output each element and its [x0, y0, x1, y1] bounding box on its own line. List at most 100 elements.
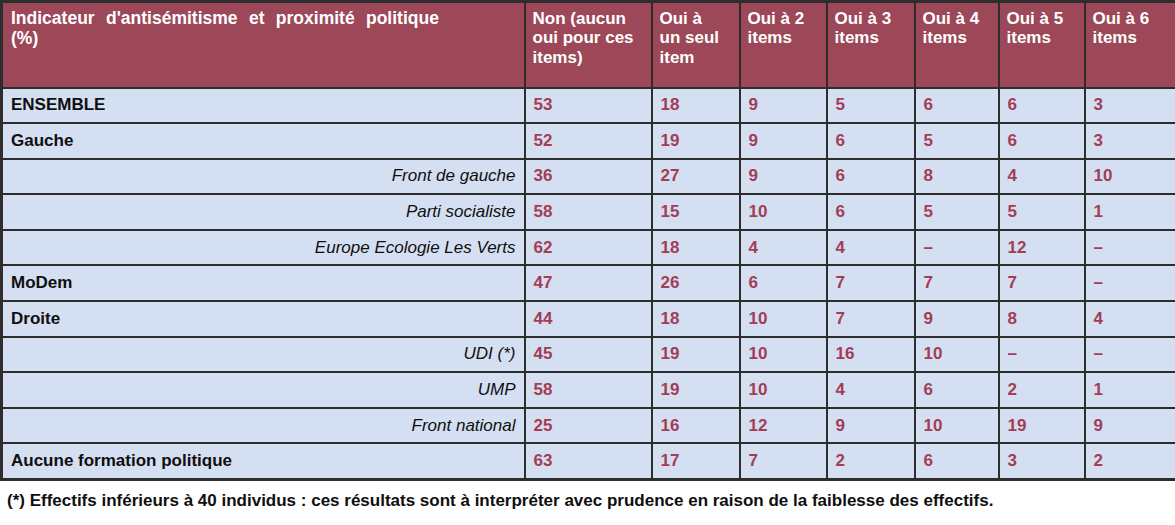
value-cell: 6 [915, 88, 999, 124]
value-cell: 16 [827, 337, 915, 373]
table-row: Front national251612910199 [2, 408, 1175, 444]
value-cell: 5 [915, 123, 999, 159]
row-label: Droite [2, 301, 525, 337]
value-cell: 10 [740, 337, 827, 373]
value-cell: 62 [525, 230, 652, 266]
value-cell: 10 [740, 372, 827, 408]
value-cell: 7 [740, 443, 827, 479]
value-cell: 5 [999, 194, 1085, 230]
row-label: Gauche [2, 123, 525, 159]
value-cell: 5 [827, 88, 915, 124]
value-cell: 6 [740, 265, 827, 301]
value-cell: 10 [915, 408, 999, 444]
value-cell: 6 [999, 88, 1085, 124]
table-row: Europe Ecologie Les Verts621844–12– [2, 230, 1175, 266]
value-cell: 9 [740, 123, 827, 159]
value-cell: – [1085, 265, 1175, 301]
header-row: Indicateur d'antisémitisme et proximité … [2, 2, 1175, 88]
value-cell: 26 [652, 265, 740, 301]
value-cell: 27 [652, 159, 740, 195]
value-cell: 7 [827, 301, 915, 337]
header-col-oui-1: Oui à un seul item [652, 2, 740, 88]
header-col-oui-6: Oui à 6 items [1085, 2, 1175, 88]
value-cell: 6 [827, 123, 915, 159]
header-col-oui-2: Oui à 2 items [740, 2, 827, 88]
value-cell: 9 [740, 88, 827, 124]
value-cell: 3 [999, 443, 1085, 479]
value-cell: 9 [827, 408, 915, 444]
table-row: Droite4418107984 [2, 301, 1175, 337]
table-row: MoDem47266777– [2, 265, 1175, 301]
value-cell: 2 [1085, 443, 1175, 479]
value-cell: – [999, 337, 1085, 373]
value-cell: 9 [1085, 408, 1175, 444]
value-cell: 4 [827, 230, 915, 266]
value-cell: 3 [1085, 88, 1175, 124]
value-cell: 52 [525, 123, 652, 159]
table-row: UMP5819104621 [2, 372, 1175, 408]
table-row: ENSEMBLE531895663 [2, 88, 1175, 124]
value-cell: 10 [1085, 159, 1175, 195]
value-cell: 18 [652, 88, 740, 124]
value-cell: 6 [915, 372, 999, 408]
table-row: Parti socialiste5815106551 [2, 194, 1175, 230]
value-cell: 6 [827, 194, 915, 230]
value-cell: 12 [740, 408, 827, 444]
value-cell: 1 [1085, 372, 1175, 408]
value-cell: 19 [999, 408, 1085, 444]
value-cell: 6 [915, 443, 999, 479]
header-col-oui-4: Oui à 4 items [915, 2, 999, 88]
value-cell: 47 [525, 265, 652, 301]
value-cell: 8 [999, 301, 1085, 337]
value-cell: – [1085, 230, 1175, 266]
value-cell: 19 [652, 372, 740, 408]
value-cell: 53 [525, 88, 652, 124]
value-cell: 7 [827, 265, 915, 301]
value-cell: 44 [525, 301, 652, 337]
value-cell: 58 [525, 372, 652, 408]
row-label: Front de gauche [2, 159, 525, 195]
value-cell: 2 [827, 443, 915, 479]
value-cell: 4 [827, 372, 915, 408]
value-cell: 6 [827, 159, 915, 195]
value-cell: 18 [652, 230, 740, 266]
value-cell: 25 [525, 408, 652, 444]
value-cell: 16 [652, 408, 740, 444]
table-header: Indicateur d'antisémitisme et proximité … [2, 2, 1175, 88]
footnote: (*) Effectifs inférieurs à 40 individus … [0, 491, 1175, 511]
value-cell: 3 [1085, 123, 1175, 159]
value-cell: 6 [999, 123, 1085, 159]
row-label: UMP [2, 372, 525, 408]
value-cell: – [915, 230, 999, 266]
table-row: Gauche521996563 [2, 123, 1175, 159]
value-cell: 2 [999, 372, 1085, 408]
value-cell: 58 [525, 194, 652, 230]
value-cell: 1 [1085, 194, 1175, 230]
header-col-oui-5: Oui à 5 items [999, 2, 1085, 88]
table-row: UDI (*)4519101610–– [2, 337, 1175, 373]
value-cell: 63 [525, 443, 652, 479]
value-cell: 4 [1085, 301, 1175, 337]
row-label: UDI (*) [2, 337, 525, 373]
antisemitism-indicator-table: Indicateur d'antisémitisme et proximité … [0, 0, 1175, 481]
value-cell: 5 [915, 194, 999, 230]
value-cell: 18 [652, 301, 740, 337]
table-row: Aucune formation politique631772632 [2, 443, 1175, 479]
value-cell: 4 [740, 230, 827, 266]
value-cell: 7 [999, 265, 1085, 301]
value-cell: 7 [915, 265, 999, 301]
value-cell: 9 [915, 301, 999, 337]
value-cell: 9 [740, 159, 827, 195]
table-body: ENSEMBLE531895663Gauche521996563Front de… [2, 88, 1175, 480]
header-col-oui-3: Oui à 3 items [827, 2, 915, 88]
value-cell: – [1085, 337, 1175, 373]
row-label: MoDem [2, 265, 525, 301]
value-cell: 36 [525, 159, 652, 195]
value-cell: 17 [652, 443, 740, 479]
table-row: Front de gauche3627968410 [2, 159, 1175, 195]
row-label: ENSEMBLE [2, 88, 525, 124]
header-col-non: Non (aucun oui pour ces items) [525, 2, 652, 88]
row-label: Europe Ecologie Les Verts [2, 230, 525, 266]
value-cell: 19 [652, 337, 740, 373]
value-cell: 8 [915, 159, 999, 195]
